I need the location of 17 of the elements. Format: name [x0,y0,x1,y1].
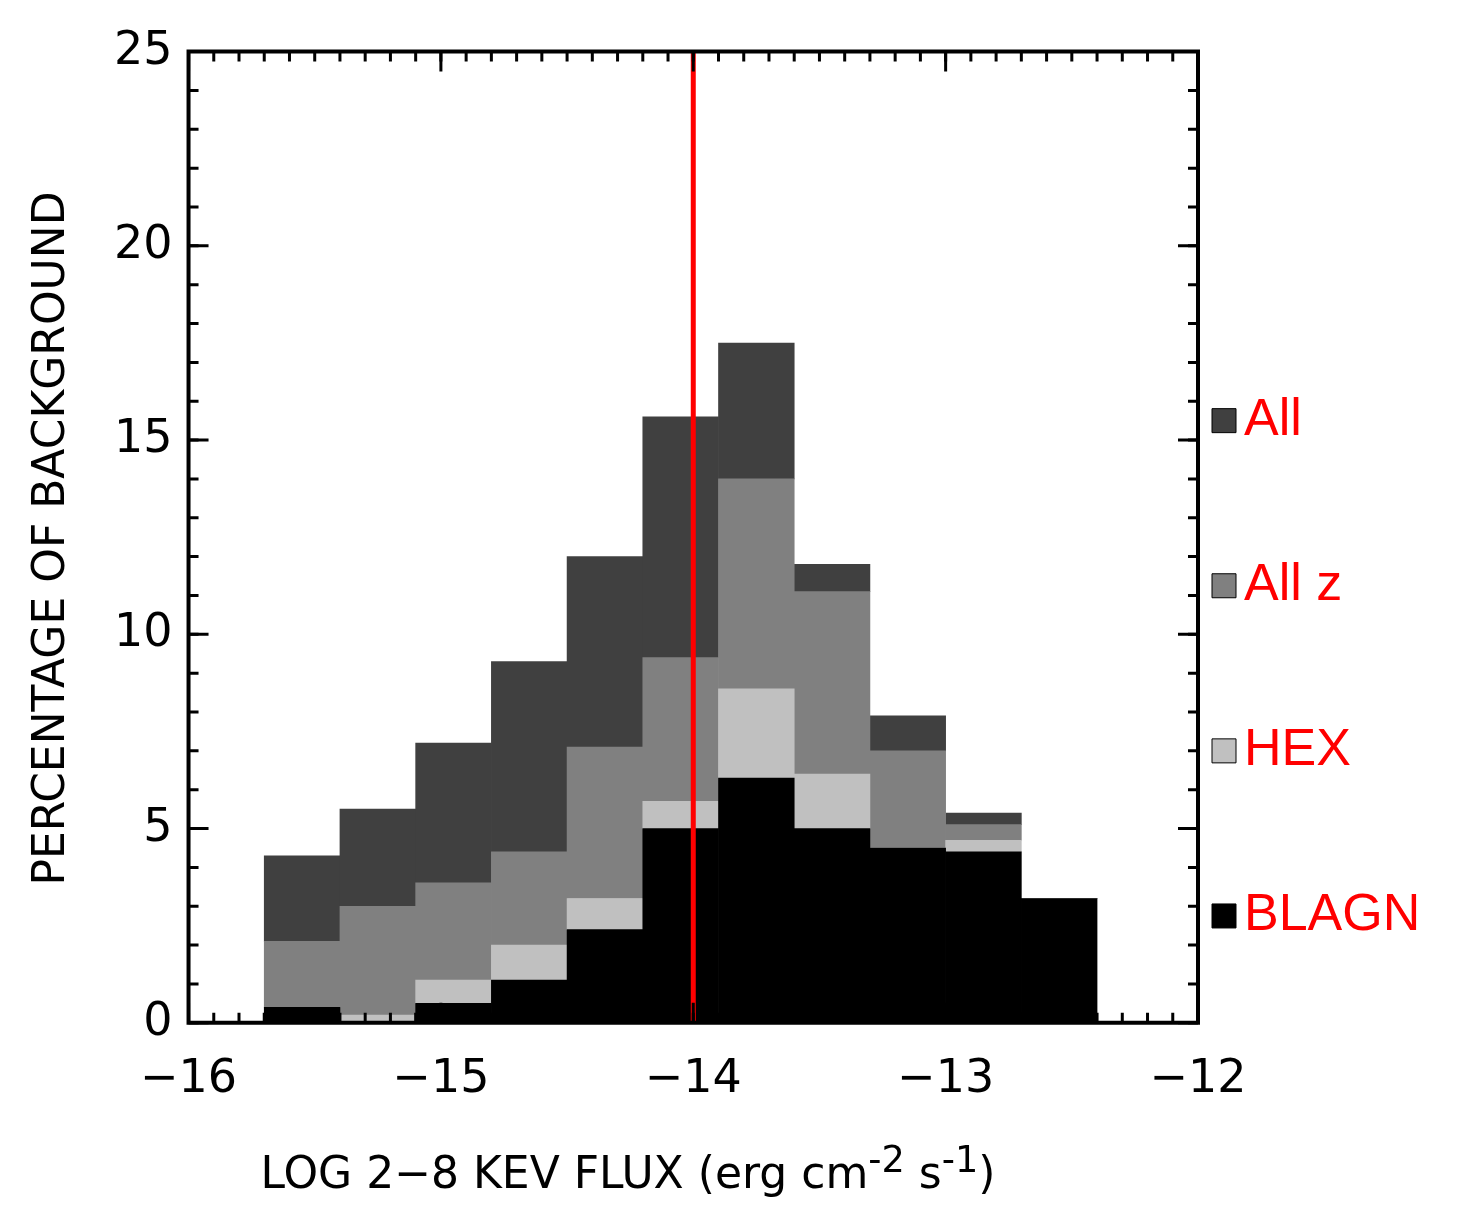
y-tick-label: 25 [113,20,173,75]
y-tick-label: 5 [143,797,173,852]
y-axis-title: PERCENTAGE OF BACKGROUND [22,190,74,886]
x-tick-label: −12 [1149,1049,1247,1104]
y-tick-label: 15 [113,409,173,464]
y-tick-label: 0 [143,991,173,1046]
x-tick-label: −15 [392,1049,490,1104]
x-axis-title: LOG 2−8 KEV FLUX (erg cm$^{-2}$ s$^{-1}$) [259,1138,997,1198]
legend-label: All [1244,388,1302,446]
legend-label: BLAGN [1244,883,1421,942]
legend-label: HEX [1244,718,1351,777]
x-tick-label: −16 [139,1049,238,1104]
x-tick-label: −14 [644,1049,742,1104]
y-tick-label: 20 [113,214,173,269]
x-tick-label: −13 [897,1049,995,1104]
y-tick-label: 10 [113,603,173,658]
legend-label: All z [1244,553,1343,612]
